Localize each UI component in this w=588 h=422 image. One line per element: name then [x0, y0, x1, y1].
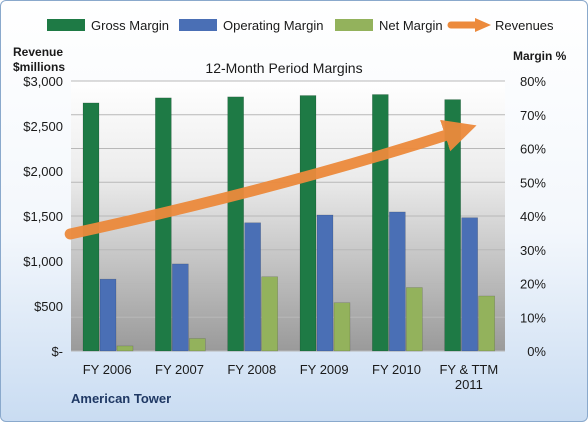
y-left-tick: $- [51, 344, 63, 359]
y-left-tick: $1,500 [23, 209, 63, 224]
legend: Gross Margin Operating Margin Net Margin… [47, 18, 554, 33]
y-left-tick-labels: $3,000 $2,500 $2,000 $1,500 $1,000 $500 $- [23, 74, 63, 359]
x-tick-line2: 2011 [455, 377, 483, 392]
y-right-tick: 70% [520, 108, 546, 123]
legend-swatch-gross [47, 19, 85, 31]
operating-margin-bar [389, 211, 406, 352]
legend-label-gross: Gross Margin [91, 18, 169, 33]
legend-swatch-operating [179, 19, 217, 31]
y-right-tick: 60% [520, 142, 546, 157]
legend-label-net: Net Margin [379, 18, 443, 33]
chart-title: 12-Month Period Margins [205, 60, 362, 76]
net-margin-bar [116, 345, 134, 352]
gross-margin-bar [444, 99, 461, 352]
legend-label-operating: Operating Margin [223, 18, 323, 33]
y-left-tick: $3,000 [23, 74, 63, 89]
y-left-tick: $500 [34, 299, 63, 314]
x-tick-labels: FY 2006 FY 2007 FY 2008 FY 2009 FY 2010 FY & … [83, 362, 499, 392]
legend-arrow-revenues [475, 18, 491, 32]
net-margin-bar [261, 276, 278, 352]
net-margin-bar [478, 295, 495, 352]
net-margin-bar [333, 302, 351, 352]
legend-label-revenues: Revenues [495, 18, 554, 33]
y-right-tick: 30% [520, 243, 546, 258]
x-tick: FY 2007 [155, 362, 204, 377]
y-left-tick: $1,000 [23, 254, 63, 269]
company-name: American Tower [71, 391, 171, 406]
y-right-tick: 0% [527, 344, 546, 359]
x-tick: FY 2009 [300, 362, 349, 377]
y-left-title-line2: $millions [13, 60, 65, 74]
operating-margin-bar [461, 217, 478, 352]
y-right-tick: 50% [520, 175, 546, 190]
y-left-tick: $2,500 [23, 119, 63, 134]
y-left-tick: $2,000 [23, 164, 63, 179]
operating-margin-bar [316, 214, 334, 352]
legend-swatch-net [335, 19, 373, 31]
y-right-tick: 10% [520, 310, 546, 325]
operating-margin-bar [99, 278, 117, 352]
gross-margin-bar [372, 94, 389, 352]
gross-margin-bar [155, 97, 172, 352]
operating-margin-bar [172, 263, 189, 352]
operating-margin-bar [244, 222, 261, 352]
y-right-title: Margin % [513, 49, 567, 63]
bars [82, 94, 495, 352]
x-tick: FY 2008 [227, 362, 276, 377]
net-margin-bar [189, 338, 206, 352]
revenues-trend-arrow [64, 119, 477, 240]
y-left-title-line1: Revenue [13, 45, 63, 59]
y-right-tick: 40% [520, 209, 546, 224]
gross-margin-bar [227, 96, 244, 352]
gridlines [71, 80, 505, 352]
x-tick: FY 2006 [83, 362, 132, 377]
y-right-tick-labels: 80% 70% 60% 50% 40% 30% 20% 10% 0% [520, 74, 546, 359]
gross-margin-bar [299, 95, 317, 352]
x-tick: FY 2010 [372, 362, 421, 377]
net-margin-bar [406, 287, 423, 352]
y-right-tick: 20% [520, 277, 546, 292]
x-tick: FY & TTM [439, 362, 498, 377]
y-right-tick: 80% [520, 74, 546, 89]
